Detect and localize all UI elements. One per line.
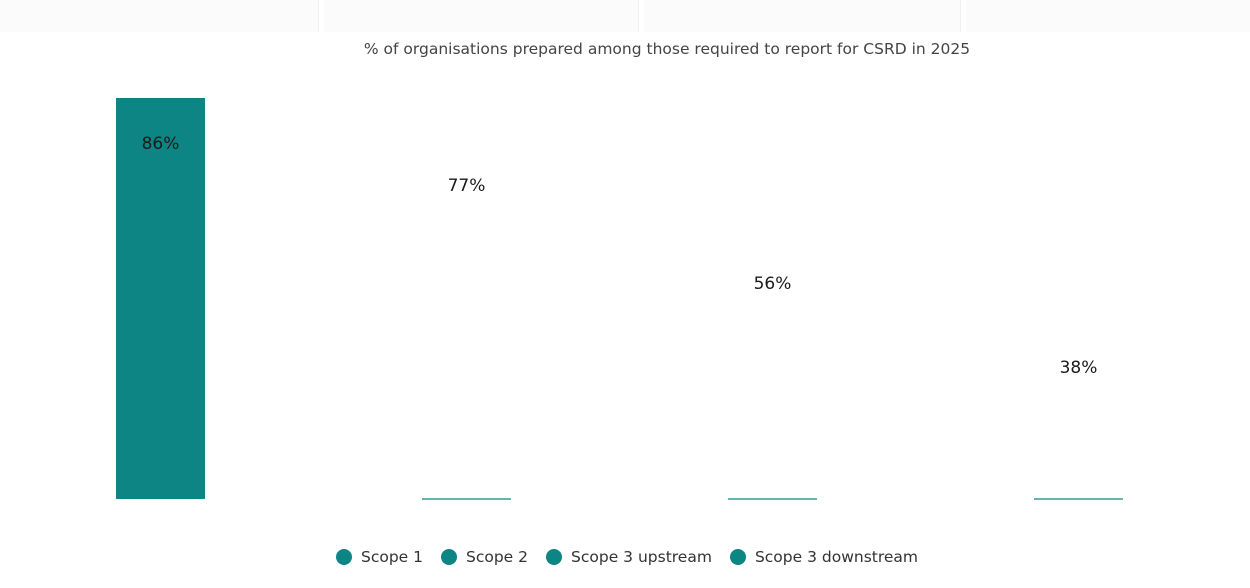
top-cell xyxy=(0,0,319,32)
legend-item-scope-3-upstream[interactable]: Scope 3 upstream xyxy=(546,548,712,566)
legend-label: Scope 2 xyxy=(466,548,529,566)
legend-item-scope-1[interactable]: Scope 1 xyxy=(335,548,423,566)
legend-dot-icon xyxy=(441,549,457,565)
chart-title: % of organisations prepared among those … xyxy=(363,40,971,58)
data-label: 86% xyxy=(142,134,180,154)
data-label: 56% xyxy=(754,274,792,294)
top-cell xyxy=(324,0,639,32)
legend-label: Scope 1 xyxy=(360,548,423,566)
data-label: 38% xyxy=(1060,358,1098,378)
legend-label: Scope 3 downstream xyxy=(754,548,919,566)
legend: Scope 1 Scope 2 Scope 3 upstream Scope 3 do… xyxy=(0,548,1250,566)
top-strip xyxy=(0,0,1250,32)
data-label: 77% xyxy=(448,176,486,196)
legend-dot-icon xyxy=(335,549,352,565)
top-cell xyxy=(644,0,961,32)
legend-item-scope-3-downstream[interactable]: Scope 3 downstream xyxy=(729,548,919,566)
legend-label: Scope 3 upstream xyxy=(571,548,712,566)
legend-dot-icon xyxy=(729,549,746,565)
legend-item-scope-2[interactable]: Scope 2 xyxy=(441,548,528,566)
bar-scope-1[interactable] xyxy=(116,98,205,499)
top-cell xyxy=(966,0,1250,32)
legend-dot-icon xyxy=(546,549,563,565)
